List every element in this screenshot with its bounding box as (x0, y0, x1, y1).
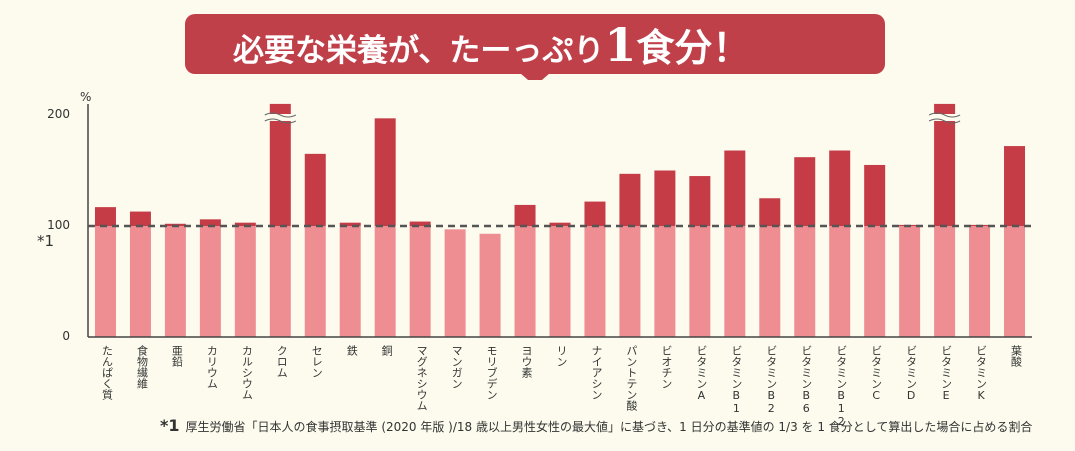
y-tick-label: 200 (47, 107, 70, 121)
banner-text-main: 必要な栄養が、たーっぷり (233, 33, 604, 69)
category-label: ビタミンA (694, 345, 708, 402)
bar-excess (864, 164, 886, 226)
axis-break-gap (931, 114, 959, 121)
bar-base (584, 226, 606, 337)
bar-excess (234, 222, 256, 226)
y-axis-unit: % (80, 90, 92, 104)
category-label: ビタミンD (904, 345, 918, 402)
bar-base (199, 226, 221, 337)
axis-break-mark-bottom (928, 118, 961, 124)
category-label: カリウム (205, 345, 219, 389)
bar-base (339, 226, 361, 337)
bar-excess (269, 103, 291, 226)
category-label: セレン (310, 345, 324, 378)
category-label: ビタミンB1 (729, 345, 743, 415)
category-label: 亜鉛 (170, 345, 184, 367)
bar-excess (199, 219, 221, 226)
bar-base (444, 229, 466, 337)
bar-excess (514, 204, 536, 226)
bar-base (304, 226, 326, 337)
category-label: クロム (275, 345, 289, 378)
y-tick-label: 100 (47, 218, 70, 232)
bar-base (654, 226, 676, 337)
bar-base (724, 226, 746, 337)
category-label: ビタミンB12 (834, 345, 848, 428)
bar-excess (619, 173, 641, 226)
banner-pointer (520, 73, 550, 80)
bar-excess (654, 170, 676, 226)
bar-excess (724, 150, 746, 226)
banner-text-end: 食分！ (636, 25, 750, 70)
bar-base (269, 226, 291, 337)
category-label: ナイアシン (589, 345, 603, 400)
bar-base (374, 226, 396, 337)
bar-excess (549, 222, 571, 226)
axis-break-mark-bottom (264, 118, 297, 124)
category-label: ビオチン (659, 345, 673, 389)
bar-excess (829, 150, 851, 226)
bar-base (1004, 226, 1026, 337)
category-label: ビタミンB2 (764, 345, 778, 415)
bar-base (234, 226, 256, 337)
category-label: マンガン (450, 345, 464, 389)
category-label: 銅 (380, 345, 394, 356)
axis-break-gap (266, 114, 294, 121)
category-label: たんぱく質 (100, 345, 114, 400)
category-label: ビタミンB6 (799, 345, 813, 415)
bar-base (794, 226, 816, 337)
bar-base (864, 226, 886, 337)
category-label: 鉄 (345, 345, 359, 356)
headline-banner: 必要な栄養が、たーっぷり1食分！ (185, 14, 885, 80)
bar-base (129, 226, 151, 337)
bar-excess (409, 221, 431, 226)
category-label: ヨウ素 (520, 345, 534, 378)
footnote-mark: *1 (160, 416, 180, 435)
bar-base (164, 226, 186, 337)
category-label: モリブデン (485, 345, 499, 400)
category-label: マグネシウム (415, 345, 429, 411)
bar-excess (794, 157, 816, 226)
bar-excess (1004, 146, 1026, 226)
axis-break-mark-top (928, 112, 961, 118)
footnote-text: 厚生労働省「日本人の食事摂取基準 (2020 年版 )/18 歳以上男性女性の最… (185, 420, 1033, 434)
bar-base (479, 233, 501, 337)
bar-excess (94, 207, 116, 226)
banner-background (185, 14, 885, 74)
bar-excess (304, 153, 326, 226)
bar-base (689, 226, 711, 337)
category-label: カルシウム (240, 345, 254, 400)
bar-base (934, 226, 956, 337)
category-label: ビタミンK (974, 345, 988, 402)
y-tick-label: 0 (62, 329, 70, 343)
svg-text:必要な栄養が、たーっぷり1食分！: 必要な栄養が、たーっぷり1食分！ (233, 18, 750, 72)
category-label: ビタミンC (869, 345, 883, 402)
reference-footnote-mark: *1 (37, 232, 55, 250)
category-label: パントテン酸 (624, 345, 638, 411)
bar-base (899, 226, 921, 337)
bar-excess (934, 103, 956, 226)
footnote: *1 厚生労働省「日本人の食事摂取基準 (2020 年版 )/18 歳以上男性女性… (160, 416, 1032, 435)
bar-excess (129, 211, 151, 226)
axis-break-mark-top (264, 112, 297, 118)
category-label: 食物繊維 (135, 345, 149, 389)
banner-text-number: 1 (604, 18, 636, 72)
bar-excess (339, 222, 361, 226)
bar-excess (759, 198, 781, 226)
category-label: 葉酸 (1009, 345, 1023, 367)
bar-base (94, 226, 116, 337)
category-label: リン (555, 345, 568, 367)
bar-base (619, 226, 641, 337)
bar-base (969, 226, 991, 337)
bar-excess (584, 201, 606, 226)
bar-base (514, 226, 536, 337)
bar-excess (374, 118, 396, 226)
category-label: ビタミンE (939, 345, 953, 402)
bar-base (759, 226, 781, 337)
bar-base (549, 226, 571, 337)
bar-base (409, 226, 431, 337)
bar-excess (689, 176, 711, 226)
bar-base (829, 226, 851, 337)
